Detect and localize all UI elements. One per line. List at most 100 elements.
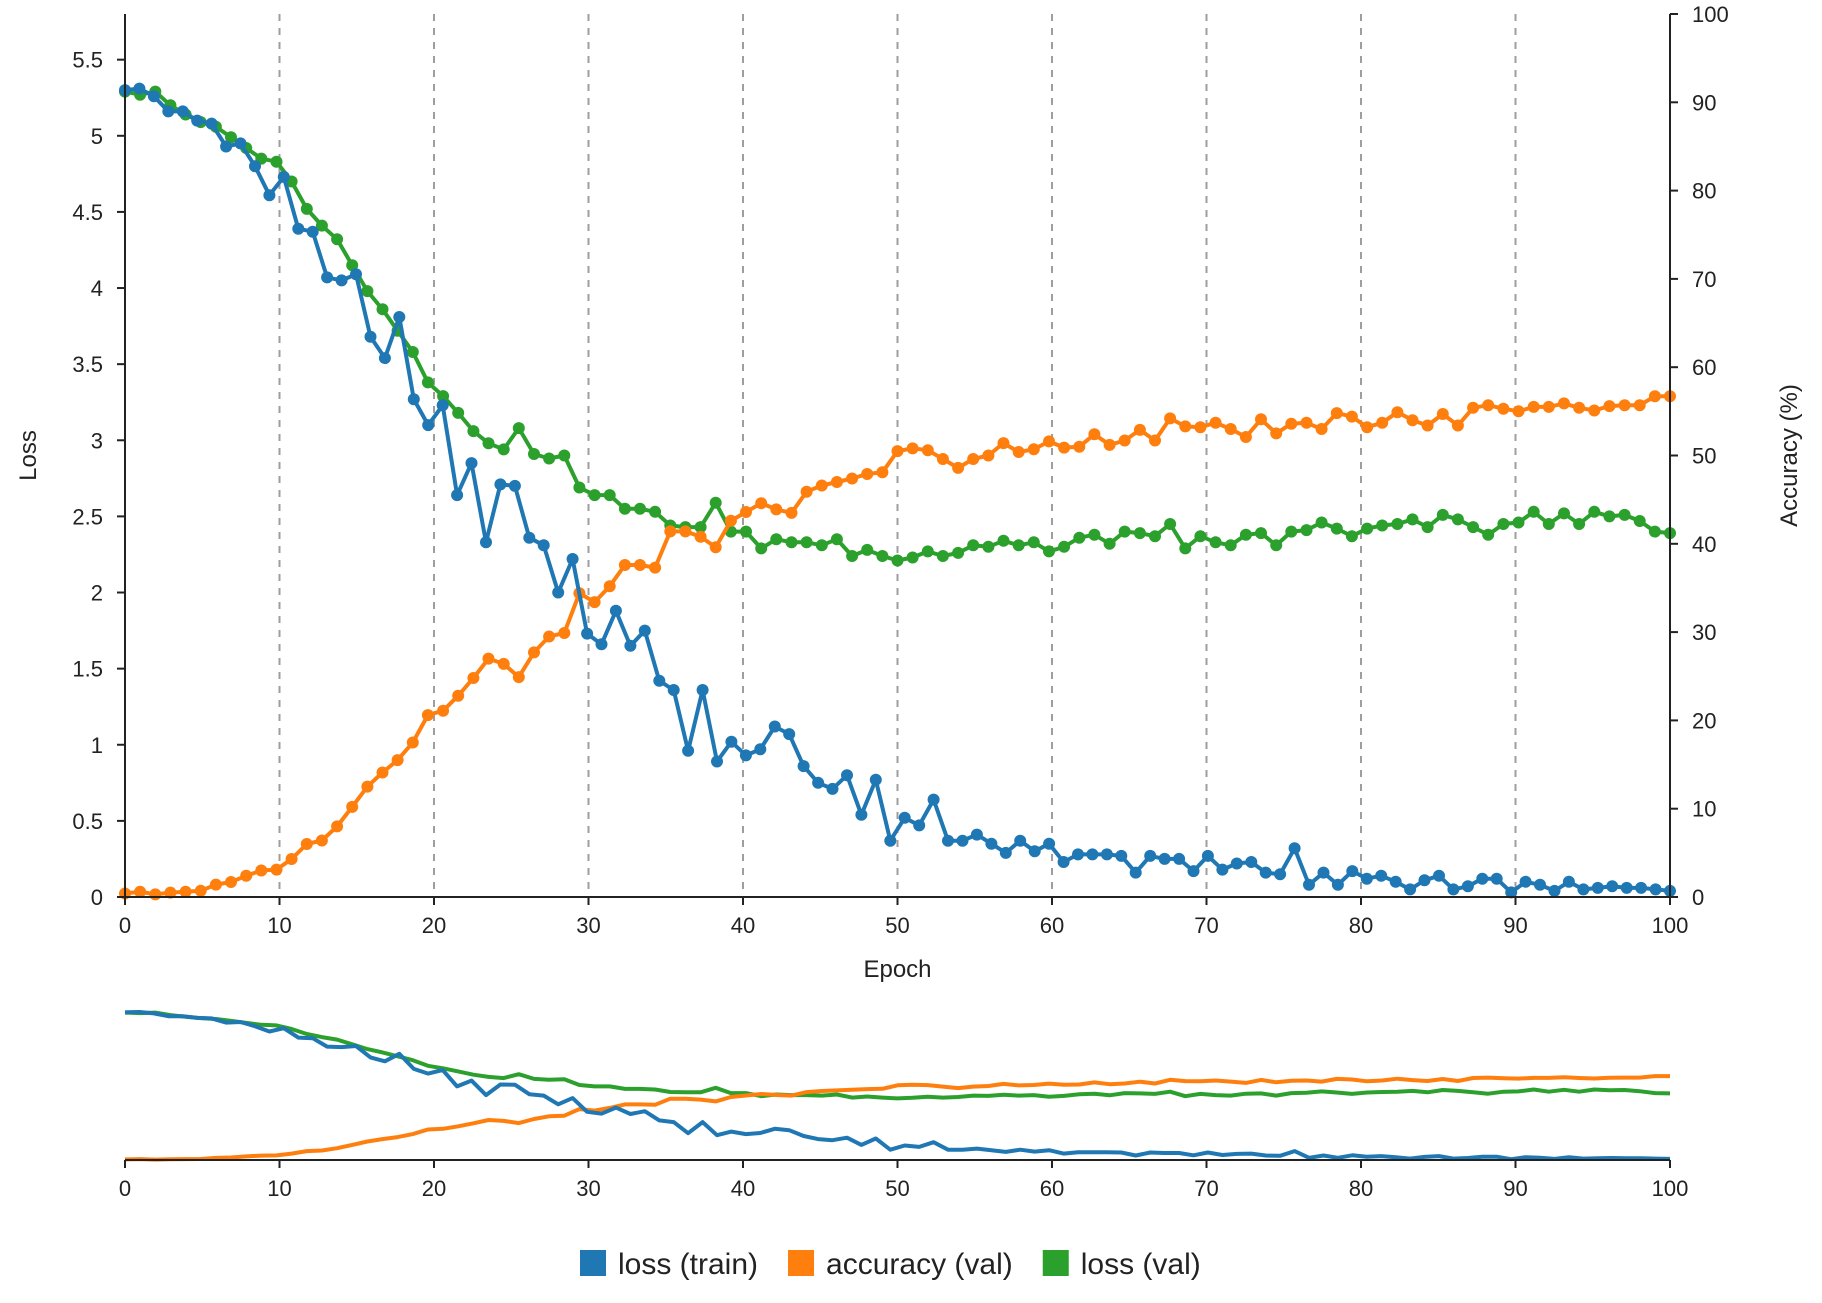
data-point-accuracy-val[interactable] (997, 437, 1010, 450)
data-point-loss-train[interactable] (1216, 863, 1229, 876)
data-point-loss-train[interactable] (378, 352, 391, 365)
data-point-loss-train[interactable] (653, 674, 666, 687)
data-point-loss-val[interactable] (830, 533, 843, 546)
data-point-loss-val[interactable] (1224, 539, 1237, 552)
data-point-loss-train[interactable] (1534, 878, 1546, 891)
data-point-loss-train[interactable] (696, 684, 709, 696)
data-point-loss-train[interactable] (1519, 875, 1532, 888)
data-point-loss-val[interactable] (618, 502, 631, 515)
data-point-loss-train[interactable] (1072, 848, 1084, 861)
data-point-loss-train[interactable] (1375, 869, 1388, 882)
data-point-loss-train[interactable] (480, 536, 492, 549)
legend-item-accuracy-val[interactable]: accuracy (val) (788, 1248, 1013, 1281)
data-point-loss-train[interactable] (350, 268, 362, 281)
data-point-loss-train[interactable] (942, 834, 954, 847)
data-point-accuracy-val[interactable] (588, 596, 601, 609)
data-point-loss-val[interactable] (528, 448, 540, 460)
data-point-loss-train[interactable] (624, 639, 637, 652)
data-point-loss-train[interactable] (292, 222, 305, 235)
data-point-loss-train[interactable] (985, 837, 998, 850)
data-point-loss-val[interactable] (967, 539, 980, 552)
data-point-accuracy-val[interactable] (891, 445, 904, 458)
data-point-loss-val[interactable] (634, 502, 646, 515)
data-point-loss-train[interactable] (162, 105, 175, 118)
data-point-loss-val[interactable] (997, 534, 1010, 547)
data-point-accuracy-val[interactable] (815, 479, 828, 492)
data-point-loss-train[interactable] (1173, 852, 1186, 865)
data-point-loss-val[interactable] (1603, 510, 1616, 523)
data-point-loss-train[interactable] (508, 479, 521, 492)
data-point-accuracy-val[interactable] (361, 780, 374, 793)
data-point-loss-val[interactable] (1194, 530, 1207, 543)
data-point-loss-train[interactable] (1447, 883, 1460, 896)
data-point-loss-train[interactable] (1100, 848, 1113, 861)
data-point-loss-val[interactable] (1527, 505, 1540, 518)
data-point-loss-val[interactable] (694, 521, 707, 534)
data-point-loss-train[interactable] (263, 189, 276, 202)
data-point-loss-train[interactable] (422, 419, 435, 432)
data-point-accuracy-val[interactable] (876, 466, 889, 479)
data-point-loss-train[interactable] (1591, 881, 1604, 894)
data-point-accuracy-val[interactable] (1497, 402, 1510, 415)
data-point-loss-train[interactable] (1346, 865, 1359, 878)
data-point-accuracy-val[interactable] (406, 736, 419, 749)
data-point-accuracy-val[interactable] (1603, 400, 1616, 413)
data-point-loss-val[interactable] (1451, 513, 1464, 526)
data-point-loss-train[interactable] (537, 539, 550, 552)
data-point-accuracy-val[interactable] (1618, 399, 1631, 412)
data-point-loss-val[interactable] (1376, 519, 1389, 532)
data-point-accuracy-val[interactable] (618, 559, 631, 571)
data-point-accuracy-val[interactable] (740, 506, 752, 518)
data-point-accuracy-val[interactable] (1103, 438, 1116, 451)
data-point-accuracy-val[interactable] (1239, 431, 1252, 443)
data-point-accuracy-val[interactable] (209, 878, 222, 891)
data-point-accuracy-val[interactable] (770, 503, 783, 516)
data-point-loss-val[interactable] (770, 533, 783, 546)
data-point-loss-train[interactable] (913, 819, 926, 832)
data-point-loss-val[interactable] (346, 259, 359, 272)
data-point-loss-train[interactable] (306, 225, 319, 238)
data-point-loss-train[interactable] (234, 137, 247, 150)
data-point-loss-val[interactable] (1588, 505, 1601, 518)
data-point-loss-val[interactable] (1497, 518, 1510, 530)
data-point-loss-val[interactable] (1618, 508, 1631, 521)
data-point-accuracy-val[interactable] (800, 485, 813, 498)
data-point-loss-train[interactable] (393, 311, 406, 323)
data-point-loss-val[interactable] (1058, 540, 1071, 553)
data-point-accuracy-val[interactable] (1467, 401, 1480, 414)
data-point-loss-train[interactable] (1245, 856, 1258, 868)
data-point-loss-val[interactable] (709, 496, 722, 509)
data-point-accuracy-val[interactable] (1194, 421, 1207, 434)
data-point-loss-val[interactable] (815, 539, 828, 552)
data-point-loss-train[interactable] (1201, 849, 1214, 862)
data-point-loss-train[interactable] (581, 627, 594, 640)
data-point-loss-val[interactable] (1270, 539, 1283, 552)
data-point-loss-train[interactable] (321, 271, 334, 284)
data-point-loss-train[interactable] (1562, 875, 1575, 888)
data-point-accuracy-val[interactable] (149, 888, 162, 901)
data-point-accuracy-val[interactable] (376, 766, 389, 779)
data-point-loss-val[interactable] (1558, 507, 1570, 520)
data-point-accuracy-val[interactable] (1436, 408, 1449, 420)
data-point-loss-train[interactable] (595, 638, 608, 651)
data-point-loss-train[interactable] (1433, 869, 1445, 882)
data-point-loss-val[interactable] (1073, 531, 1086, 544)
data-point-loss-val[interactable] (1012, 539, 1025, 552)
data-point-loss-train[interactable] (884, 834, 897, 847)
data-point-loss-val[interactable] (497, 443, 510, 456)
data-point-loss-val[interactable] (1330, 522, 1343, 535)
data-point-loss-train[interactable] (1620, 881, 1633, 894)
data-point-accuracy-val[interactable] (1133, 423, 1146, 436)
data-point-loss-train[interactable] (1606, 880, 1619, 893)
data-point-loss-train[interactable] (1331, 878, 1344, 891)
data-point-accuracy-val[interactable] (1633, 399, 1646, 412)
data-point-accuracy-val[interactable] (391, 754, 404, 767)
data-point-loss-val[interactable] (1436, 508, 1449, 521)
data-point-accuracy-val[interactable] (936, 453, 949, 465)
data-point-loss-val[interactable] (588, 489, 601, 502)
data-point-loss-train[interactable] (1288, 842, 1301, 855)
data-point-loss-val[interactable] (1573, 518, 1586, 530)
data-point-accuracy-val[interactable] (846, 472, 859, 485)
data-point-loss-train[interactable] (768, 720, 781, 733)
data-point-loss-val[interactable] (1027, 536, 1040, 549)
